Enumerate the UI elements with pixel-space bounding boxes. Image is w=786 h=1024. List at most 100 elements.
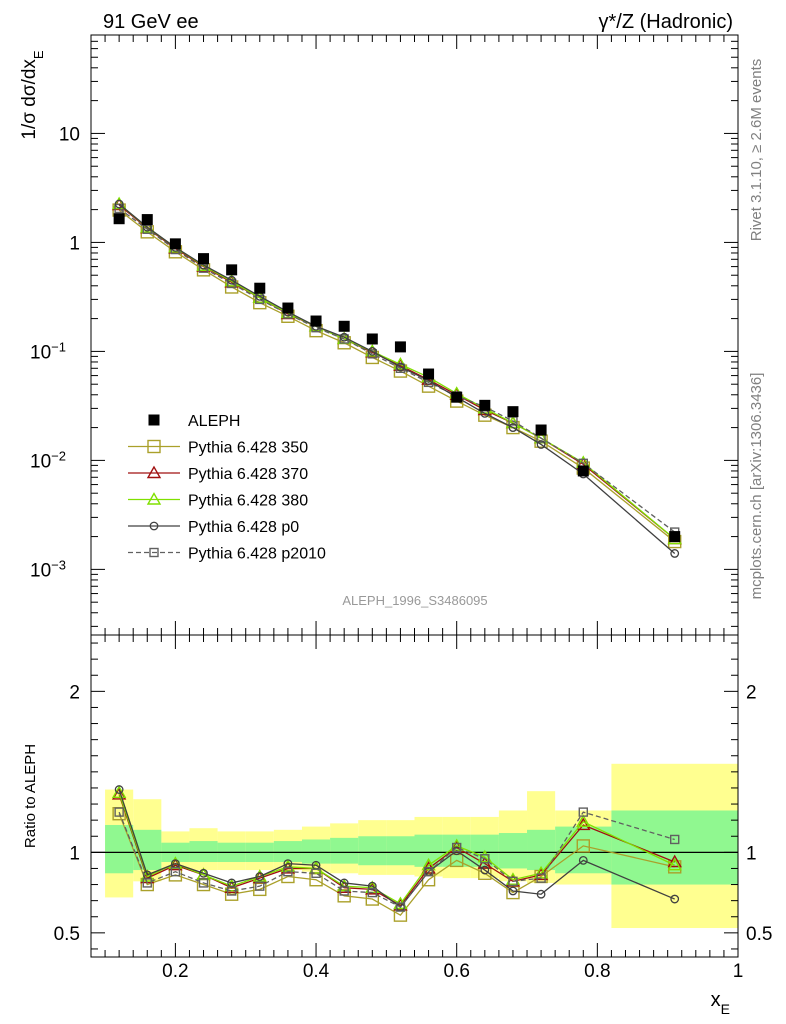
point-aleph bbox=[254, 282, 266, 294]
legend-entry-aleph: ALEPH bbox=[148, 413, 240, 430]
x-tick-label: 0.8 bbox=[584, 961, 610, 982]
ratio-point-pythia-6-428-p2010 bbox=[142, 878, 152, 888]
ratio-y-tick-label-right: 2 bbox=[746, 682, 757, 703]
legend-label: Pythia 6.428 350 bbox=[188, 440, 308, 457]
point-aleph bbox=[669, 531, 681, 543]
point-aleph bbox=[423, 368, 435, 380]
point-pythia-6-428-380 bbox=[196, 258, 211, 272]
header-right-title: γ*/Z (Hadronic) bbox=[599, 11, 733, 33]
legend-marker bbox=[149, 521, 159, 531]
ratio-point-pythia-6-428-p2010 bbox=[255, 881, 265, 891]
x-axis-label: xE bbox=[711, 989, 730, 1017]
ratio-line-pythia-6-428-p0 bbox=[118, 789, 675, 908]
ratio-point-pythia-6-428-p2010 bbox=[170, 866, 181, 877]
ratio-point-pythia-6-428-380 bbox=[576, 814, 591, 827]
ratio-panel-marks bbox=[111, 785, 682, 922]
rivet-version-label: Rivet 3.1.10, ≥ 2.6M events bbox=[748, 59, 765, 242]
legend-entry-pythia-6-428-380: Pythia 6.428 380 bbox=[128, 492, 308, 510]
point-pythia-6-428-380 bbox=[140, 220, 155, 233]
ratio-point-pythia-6-428-p2010 bbox=[311, 868, 321, 878]
x-tick-label: 0.2 bbox=[162, 961, 188, 982]
ratio-point-pythia-6-428-p0 bbox=[670, 894, 680, 904]
x-tick-label: 0.6 bbox=[443, 961, 469, 982]
header-left-title: 91 GeV ee bbox=[103, 11, 199, 33]
point-pythia-6-428-380 bbox=[224, 273, 239, 287]
ratio-y-tick-label: 1 bbox=[69, 843, 80, 864]
legend-marker bbox=[146, 465, 162, 479]
ratio-point-pythia-6-428-380 bbox=[421, 857, 436, 871]
point-aleph bbox=[169, 238, 181, 250]
stat-uncertainty-band bbox=[498, 833, 528, 869]
ratio-y-tick-label-right: 0.5 bbox=[746, 924, 772, 945]
point-aleph bbox=[338, 320, 350, 332]
ratio-point-pythia-6-428-p0 bbox=[114, 785, 124, 794]
point-pythia-6-428-p0 bbox=[367, 347, 377, 356]
analysis-watermark: ALEPH_1996_S3486095 bbox=[342, 593, 487, 608]
ratio-point-pythia-6-428-p0 bbox=[199, 868, 208, 878]
ratio-panel-axes: 0.5 0.51 12 20.2 0.4 0.6 0.8 1 bbox=[54, 642, 772, 982]
ratio-point-pythia-6-428-380 bbox=[667, 857, 682, 871]
ratio-point-pythia-6-428-p2010 bbox=[198, 878, 209, 888]
ratio-point-pythia-6-428-p2010 bbox=[423, 866, 434, 877]
ratio-point-pythia-6-428-p0 bbox=[508, 886, 518, 896]
point-pythia-6-428-p2010 bbox=[198, 263, 209, 273]
ratio-point-pythia-6-428-p0 bbox=[536, 889, 546, 899]
ratio-point-pythia-6-428-p2010 bbox=[670, 834, 680, 845]
point-aleph bbox=[198, 253, 210, 265]
point-aleph bbox=[226, 264, 238, 276]
ratio-point-pythia-6-428-350 bbox=[478, 866, 492, 880]
point-aleph bbox=[451, 391, 463, 403]
ratio-point-pythia-6-428-p0 bbox=[578, 856, 588, 865]
point-aleph bbox=[366, 333, 378, 345]
mcplots-reference-label: mcplots.cern.ch [arXiv:1306.3436] bbox=[748, 373, 765, 600]
ratio-point-pythia-6-428-p2010 bbox=[578, 807, 588, 817]
y-tick-label: 10−3 bbox=[30, 557, 66, 582]
point-aleph bbox=[577, 465, 589, 477]
legend-label: Pythia 6.428 370 bbox=[188, 466, 308, 483]
point-aleph bbox=[310, 315, 322, 327]
point-pythia-6-428-p0 bbox=[508, 423, 518, 432]
legend-marker bbox=[149, 547, 159, 558]
point-pythia-6-428-p0 bbox=[670, 549, 680, 558]
stat-uncertainty-band bbox=[189, 841, 218, 863]
y-tick-label: 10 bbox=[59, 124, 80, 145]
legend-label: Pythia 6.428 p0 bbox=[188, 519, 299, 536]
ratio-point-pythia-6-428-p2010 bbox=[283, 866, 293, 877]
ratio-point-pythia-6-428-p2010 bbox=[536, 873, 546, 883]
point-aleph bbox=[282, 302, 294, 314]
legend: ALEPH Pythia 6.428 350 Pythia 6.428 370 Pyt… bbox=[128, 413, 326, 563]
x-tick-label: 1 bbox=[733, 961, 744, 982]
y-tick-label: 10−1 bbox=[30, 339, 66, 364]
ratio-point-pythia-6-428-p2010 bbox=[226, 886, 237, 896]
point-aleph bbox=[479, 399, 491, 411]
ratio-point-pythia-6-428-350 bbox=[309, 873, 323, 887]
legend-entry-pythia-6-428-350: Pythia 6.428 350 bbox=[128, 440, 308, 457]
ratio-point-pythia-6-428-350 bbox=[576, 839, 590, 853]
point-pythia-6-428-p0 bbox=[536, 440, 546, 449]
legend-entry-pythia-6-428-p2010: Pythia 6.428 p2010 bbox=[128, 546, 326, 563]
point-aleph bbox=[507, 406, 519, 418]
ratio-point-pythia-6-428-p0 bbox=[255, 872, 265, 881]
legend-label: Pythia 6.428 p2010 bbox=[188, 546, 326, 563]
uncertainty-bands bbox=[105, 763, 738, 929]
ratio-point-pythia-6-428-380 bbox=[477, 849, 493, 863]
ratio-point-pythia-6-428-p0 bbox=[367, 881, 377, 891]
legend-marker bbox=[147, 439, 161, 454]
ratio-point-pythia-6-428-350 bbox=[393, 908, 408, 922]
y-tick-label: 10−2 bbox=[30, 448, 66, 473]
point-aleph bbox=[113, 213, 125, 225]
point-pythia-6-428-p0 bbox=[227, 275, 237, 285]
ratio-point-pythia-6-428-350 bbox=[168, 868, 183, 882]
stat-uncertainty-band bbox=[386, 836, 415, 866]
stat-uncertainty-band bbox=[330, 837, 359, 864]
y-tick-label: 1 bbox=[69, 233, 80, 254]
ratio-y-tick-label-right: 1 bbox=[746, 843, 757, 864]
stat-uncertainty-band bbox=[273, 841, 302, 863]
stat-uncertainty-band bbox=[301, 839, 331, 864]
ratio-point-pythia-6-428-370 bbox=[576, 817, 591, 831]
ratio-point-pythia-6-428-p2010 bbox=[508, 876, 518, 887]
ratio-point-pythia-6-428-350 bbox=[253, 882, 267, 897]
point-pythia-6-428-p2010 bbox=[255, 294, 265, 305]
top-panel-marks bbox=[111, 196, 682, 558]
